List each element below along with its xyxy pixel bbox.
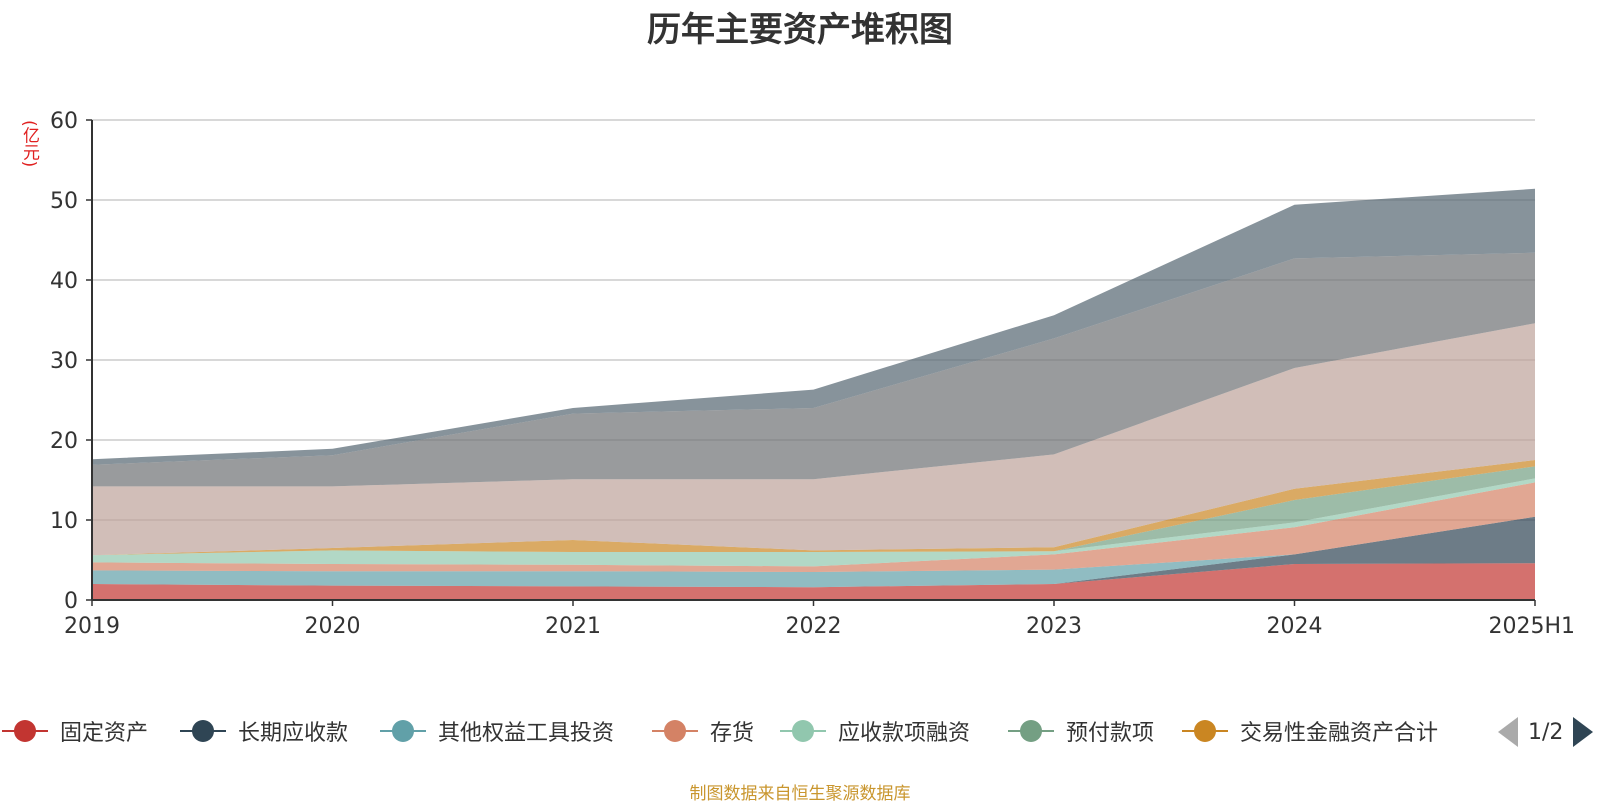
legend-next-arrow-icon[interactable]: [1573, 717, 1594, 747]
legend-marker-icon: [378, 713, 428, 749]
y-tick-label: 10: [50, 509, 78, 534]
stacked-areas: [92, 188, 1535, 600]
legend-label: 存货: [710, 721, 755, 746]
legend-item[interactable]: 交易性金融资产合计: [1180, 713, 1438, 749]
y-tick-label: 20: [50, 429, 78, 454]
area-series-8[interactable]: [92, 252, 1535, 487]
legend-item[interactable]: 其他权益工具投资: [378, 713, 614, 749]
legend-pager: 1/2: [1498, 714, 1594, 750]
source-note: 制图数据来自恒生聚源数据库: [689, 784, 911, 804]
area-series-4[interactable]: [92, 478, 1535, 567]
legend-marker-icon: [778, 713, 828, 749]
area-series-9[interactable]: [92, 188, 1535, 465]
legend-label: 交易性金融资产合计: [1240, 721, 1439, 746]
x-tick-label: 2023: [1026, 614, 1082, 639]
x-tick-label: 2024: [1267, 614, 1323, 639]
area-series-7[interactable]: [92, 323, 1535, 556]
legend-marker-icon: [650, 713, 700, 749]
area-series-1[interactable]: [92, 516, 1535, 588]
area-series-5[interactable]: [92, 466, 1535, 556]
x-tick-label: 2022: [786, 614, 842, 639]
y-tick-label: 30: [50, 349, 78, 374]
legend-marker-icon: [1180, 713, 1230, 749]
legend: 固定资产 长期应收款 其他权益工具投资 存货 应收款项融资 预付款项 交易性金融资产合计: [0, 713, 1600, 753]
legend-label: 固定资产: [60, 721, 149, 746]
legend-prev-arrow-icon[interactable]: [1498, 717, 1518, 747]
chart-title: 历年主要资产堆积图: [647, 10, 953, 50]
legend-marker-icon: [178, 713, 228, 749]
area-series-2[interactable]: [92, 516, 1535, 588]
legend-marker-icon: [1006, 713, 1056, 749]
x-tick-label: 2019: [64, 614, 120, 639]
legend-item[interactable]: 应收款项融资: [778, 713, 970, 749]
x-tick-label: 2021: [545, 614, 601, 639]
legend-label: 其他权益工具投资: [438, 721, 615, 746]
y-tick-label: 60: [50, 109, 78, 134]
legend-item[interactable]: 固定资产: [0, 713, 148, 749]
legend-label: 长期应收款: [238, 721, 349, 746]
legend-item[interactable]: 长期应收款: [178, 713, 348, 749]
y-tick-label: 40: [50, 269, 78, 294]
x-tick-label: 2025H1: [1488, 614, 1575, 639]
axes: 0 10 20 30 40 50 60 2019 2020 2021 2022 2023 2024 202…: [50, 109, 1575, 639]
area-series-0[interactable]: [92, 563, 1535, 600]
x-tick-label: 2020: [305, 614, 361, 639]
legend-item[interactable]: 预付款项: [1006, 713, 1154, 749]
y-tick-label: 50: [50, 189, 78, 214]
legend-label: 应收款项融资: [838, 721, 971, 746]
y-axis-unit-label: (亿元): [19, 120, 39, 168]
legend-item[interactable]: 存货: [650, 713, 754, 749]
legend-label: 预付款项: [1066, 721, 1155, 746]
legend-marker-icon: [0, 713, 50, 749]
legend-page-indicator: 1/2: [1528, 719, 1564, 745]
area-series-6[interactable]: [92, 460, 1535, 556]
y-tick-label: 0: [64, 589, 78, 614]
area-series-3[interactable]: [92, 482, 1535, 572]
